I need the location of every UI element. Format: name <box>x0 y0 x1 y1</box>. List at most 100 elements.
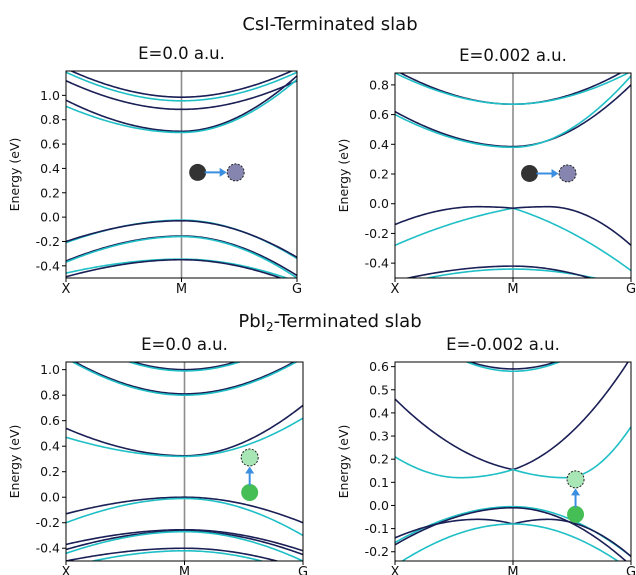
atom-displaced-icon <box>566 470 585 489</box>
x-tick-label: M <box>176 282 187 297</box>
band-line-cyan <box>66 497 303 537</box>
y-tick-label: 1.0 <box>40 362 60 377</box>
band-line-cyan <box>71 362 298 396</box>
y-tick-label: 0.6 <box>369 359 389 374</box>
polarization-schematic <box>240 448 259 502</box>
x-tick-label: X <box>391 565 400 575</box>
band-line-cyan <box>66 71 297 102</box>
polarization-schematic <box>566 470 585 523</box>
y-tick-label: 0.8 <box>40 388 60 403</box>
y-tick-label: 0.0 <box>369 196 389 211</box>
y-tick-label: 0.5 <box>369 382 389 397</box>
x-tick-label: M <box>179 565 190 575</box>
band-line-dark <box>395 506 628 561</box>
atom-green-icon <box>567 505 585 523</box>
band-line-dark <box>66 528 303 552</box>
y-axis-label: Energy (eV) <box>336 139 351 213</box>
x-tick-label: G <box>626 565 636 575</box>
band-line-cyan <box>464 362 562 373</box>
x-tick-label: G <box>298 565 308 575</box>
band-panel-2: -0.4 -0.2 0.0 0.2 0.4 0.6 0.8 X M G E=0.002 a.u. En… <box>336 46 636 297</box>
y-tick-label: -0.2 <box>36 515 60 530</box>
band-line-dark <box>66 258 283 278</box>
y-tick-label: 0.8 <box>40 112 60 127</box>
y-tick-label: 1.0 <box>40 88 60 103</box>
atom-green-icon <box>241 484 259 502</box>
band-line-cyan <box>66 417 303 458</box>
y-tick-label: 0.2 <box>369 167 389 182</box>
panel-title: E=0.0 a.u. <box>138 44 225 63</box>
band-line-cyan <box>89 549 265 561</box>
y-tick-label: 0.6 <box>40 137 60 152</box>
band-line-cyan <box>395 75 631 149</box>
y-axis-label: Energy (eV) <box>336 425 351 499</box>
x-tick-label: X <box>62 565 71 575</box>
panel-title: E=0.0 a.u. <box>141 335 228 354</box>
band-panel-3: -0.4 -0.2 0.0 0.2 0.4 0.6 0.8 1.0 X M G E=0.0 a.u. E… <box>7 335 308 575</box>
band-lines <box>395 73 631 278</box>
x-tick-label: G <box>292 282 302 297</box>
y-tick-label: 0.0 <box>369 498 389 513</box>
y-tick-label: -0.4 <box>36 258 60 273</box>
band-line-dark <box>66 80 297 111</box>
polarization-schematic <box>521 164 577 183</box>
band-lines <box>66 71 297 278</box>
band-line-dark <box>66 75 297 133</box>
atom-dark-icon <box>189 163 207 181</box>
y-axis-label: Energy (eV) <box>7 138 22 212</box>
arrow-head-icon <box>245 466 255 474</box>
band-line-dark <box>130 362 239 371</box>
y-tick-label: -0.4 <box>36 541 60 556</box>
y-tick-label: 0.8 <box>369 77 389 92</box>
band-panel-1: -0.4 -0.2 0.0 0.2 0.4 0.6 0.8 1.0 X M G E=0.0 a.u. E… <box>7 44 302 297</box>
y-axis-label: Energy (eV) <box>7 425 22 499</box>
arrow-head-icon <box>571 488 581 496</box>
y-tick-label: 0.4 <box>369 405 389 420</box>
band-line-dark <box>66 547 280 561</box>
y-tick-label: 0.6 <box>40 413 60 428</box>
band-line-dark <box>66 496 303 524</box>
y-tick-label: 0.4 <box>369 137 389 152</box>
band-line-dark <box>467 362 559 370</box>
band-line-dark <box>73 362 296 395</box>
y-tick-label: 0.0 <box>40 490 60 505</box>
y-tick-label: 0.6 <box>369 107 389 122</box>
y-tick-label: -0.2 <box>365 226 389 241</box>
band-line-dark <box>395 205 631 246</box>
band-line-cyan <box>66 78 297 134</box>
band-line-cyan <box>423 268 599 278</box>
x-tick-label: G <box>626 282 636 297</box>
y-tick-label: -0.2 <box>36 234 60 249</box>
y-tick-label: 0.2 <box>369 452 389 467</box>
band-lines <box>66 362 303 561</box>
band-line-dark <box>66 219 297 258</box>
x-tick-label: M <box>507 565 518 575</box>
band-line-cyan <box>66 235 297 278</box>
atom-displaced-icon <box>240 448 259 467</box>
y-tick-label: 0.4 <box>40 161 60 176</box>
band-line-dark <box>404 265 593 278</box>
section-title-pbi2: PbI2-Terminated slab <box>238 311 421 334</box>
band-line-cyan <box>395 426 631 479</box>
y-tick-label: 0.1 <box>369 475 389 490</box>
y-tick-label: 0.0 <box>40 210 60 225</box>
atom-displaced-icon <box>226 163 245 182</box>
y-tick-label: 0.2 <box>40 464 60 479</box>
atom-dark-icon <box>521 164 539 182</box>
panel-title: E=-0.002 a.u. <box>446 335 560 354</box>
x-tick-label: X <box>391 282 400 297</box>
x-tick-label: M <box>507 282 518 297</box>
band-line-cyan <box>126 362 243 372</box>
atom-displaced-icon <box>558 164 577 183</box>
band-lines <box>395 362 631 561</box>
y-tick-label: -0.1 <box>365 521 389 536</box>
y-tick-label: -0.4 <box>365 256 389 271</box>
y-tick-label: 0.4 <box>40 439 60 454</box>
arrow-head-icon <box>219 167 227 177</box>
y-tick-label: 0.2 <box>40 185 60 200</box>
y-tick-label: -0.2 <box>365 544 389 559</box>
band-line-cyan <box>400 523 620 561</box>
band-line-cyan <box>395 73 630 106</box>
x-tick-label: X <box>62 282 71 297</box>
arrow-head-icon <box>551 168 559 178</box>
